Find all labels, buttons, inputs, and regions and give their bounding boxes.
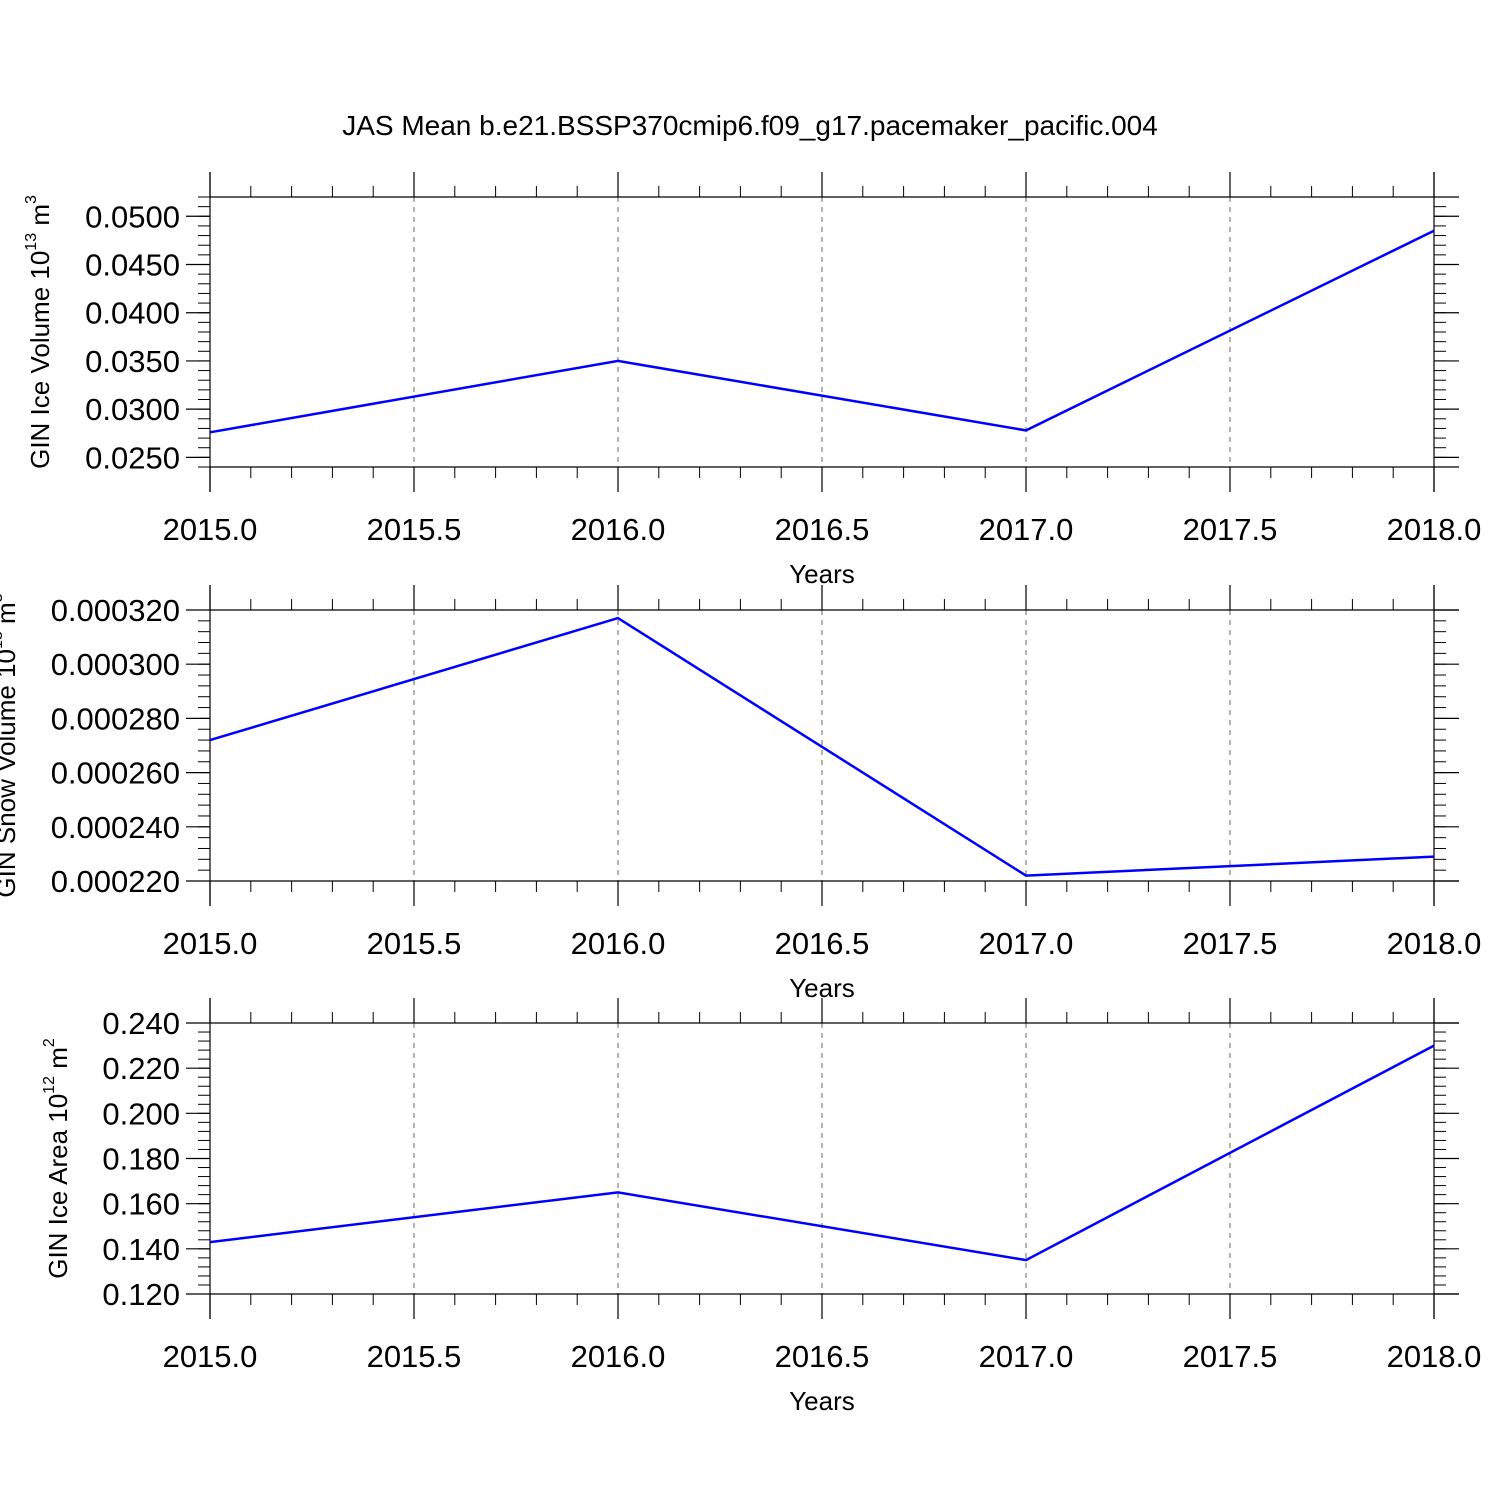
x-axis-title: Years <box>789 559 855 589</box>
y-axis-title-text: GIN Ice Area 10 <box>43 1094 73 1279</box>
y-tick-label: 0.0250 <box>85 440 180 475</box>
x-tick-label: 2016.0 <box>571 512 666 547</box>
y-axis-title: GIN Snow Volume 1013 m3 <box>0 593 21 897</box>
y-tick-label: 0.120 <box>102 1277 180 1312</box>
y-tick-label: 0.000260 <box>51 756 180 791</box>
y-axis-title: GIN Ice Volume 1013 m3 <box>23 195 55 469</box>
y-tick-label: 0.140 <box>102 1232 180 1267</box>
x-tick-label: 2016.5 <box>775 1339 870 1374</box>
panel-3: 2015.0 2015.5 2016.0 2016.5 2017.0 2017.5 2018… <box>41 998 1481 1416</box>
y-axis-title-unit-exponent: 3 <box>23 195 40 204</box>
x-tick-label: 2017.0 <box>979 512 1074 547</box>
x-tick-label: 2015.0 <box>163 1339 258 1374</box>
panel-1: 2015.0 2015.5 2016.0 2016.5 2017.0 2017.5 2018… <box>23 172 1481 589</box>
y-tick-label: 0.160 <box>102 1187 180 1222</box>
figure-title: JAS Mean b.e21.BSSP370cmip6.f09_g17.pace… <box>342 110 1158 141</box>
y-tick-label: 0.0300 <box>85 392 180 427</box>
x-tick-label: 2017.5 <box>1183 1339 1278 1374</box>
x-tick-label: 2016.0 <box>571 1339 666 1374</box>
y-axis-title-unit: m <box>0 602 21 631</box>
y-axis-title: GIN Ice Area 1012 m2 <box>41 1038 73 1279</box>
x-tick-label: 2017.5 <box>1183 926 1278 961</box>
y-axis-title-exponent: 13 <box>23 233 40 251</box>
y-axis-title-text: GIN Snow Volume 10 <box>0 649 21 898</box>
panels: 2015.0 2015.5 2016.0 2016.5 2017.0 2017.5 2018… <box>0 172 1481 1416</box>
series-line <box>209 229 1435 434</box>
x-tick-label: 2017.0 <box>979 1339 1074 1374</box>
x-tick-label: 2016.5 <box>775 926 870 961</box>
x-tick-label: 2016.5 <box>775 512 870 547</box>
y-tick-label: 0.000220 <box>51 864 180 899</box>
y-tick-label: 0.220 <box>102 1051 180 1086</box>
series-line <box>209 1044 1435 1262</box>
y-tick-label: 0.240 <box>102 1006 180 1041</box>
x-tick-label: 2015.5 <box>367 512 462 547</box>
y-tick-label: 0.000280 <box>51 701 180 736</box>
y-tick-label: 0.000240 <box>51 810 180 845</box>
y-tick-label: 0.000300 <box>51 647 180 682</box>
x-axis-title: Years <box>789 1386 855 1416</box>
y-axis-title-exponent: 13 <box>0 631 6 649</box>
y-axis-title-text: GIN Ice Volume 10 <box>25 251 55 469</box>
y-axis-title-unit: m <box>25 204 55 233</box>
x-tick-label: 2018.0 <box>1387 1339 1482 1374</box>
y-axis-title-unit-exponent: 3 <box>0 593 6 602</box>
x-tick-label: 2018.0 <box>1387 512 1482 547</box>
x-tick-label: 2017.0 <box>979 926 1074 961</box>
y-axis-title-exponent: 12 <box>41 1076 58 1094</box>
y-tick-label: 0.0450 <box>85 248 180 283</box>
y-axis-title-unit: m <box>43 1047 73 1076</box>
y-tick-label: 0.0500 <box>85 199 180 234</box>
x-tick-label: 2015.0 <box>163 926 258 961</box>
x-tick-label: 2016.0 <box>571 926 666 961</box>
x-tick-label: 2015.5 <box>367 1339 462 1374</box>
y-tick-label: 0.0400 <box>85 296 180 331</box>
x-tick-label: 2018.0 <box>1387 926 1482 961</box>
y-tick-label: 0.180 <box>102 1142 180 1177</box>
y-tick-label: 0.0350 <box>85 344 180 379</box>
y-tick-label: 0.200 <box>102 1096 180 1131</box>
x-tick-label: 2015.5 <box>367 926 462 961</box>
panel-2: 2015.0 2015.5 2016.0 2016.5 2017.0 2017.5 2018… <box>0 585 1481 1003</box>
x-tick-label: 2015.0 <box>163 512 258 547</box>
y-tick-label: 0.000320 <box>51 593 180 628</box>
y-axis-title-unit-exponent: 2 <box>41 1038 58 1047</box>
x-tick-label: 2017.5 <box>1183 512 1278 547</box>
series-line <box>209 616 1435 877</box>
